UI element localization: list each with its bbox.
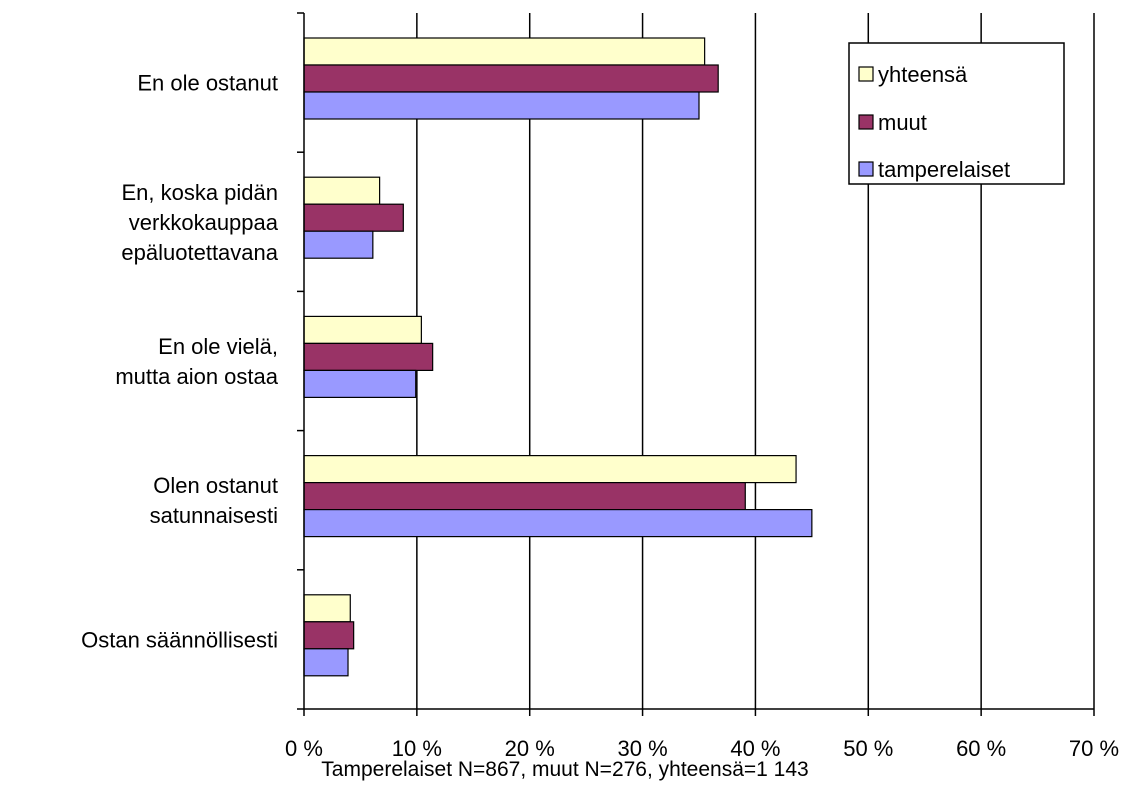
category-label: mutta aion ostaa: [115, 364, 278, 389]
legend-swatch: [858, 66, 874, 82]
category-label: epäluotettavana: [121, 240, 278, 265]
axes: [297, 12, 1095, 716]
category-label: satunnaisesti: [150, 503, 278, 528]
x-tick-label: 40 %: [730, 736, 780, 760]
category-label: En, koska pidän: [121, 180, 278, 205]
bar: [303, 91, 700, 120]
x-tick-label: 30 %: [617, 736, 667, 760]
category-label: En ole vielä,: [158, 334, 278, 359]
legend-label: tamperelaiset: [878, 157, 1010, 182]
bar: [303, 509, 813, 538]
x-tick-label: 50 %: [843, 736, 893, 760]
bar: [303, 37, 706, 66]
legend-label: muut: [878, 110, 927, 135]
bar: [303, 621, 355, 650]
bar: [303, 594, 351, 623]
footnote: Tamperelaiset N=867, muut N=276, yhteens…: [321, 758, 809, 781]
legend-swatch: [858, 161, 874, 177]
legend-box: [848, 42, 1065, 185]
x-tick-labels: 0 % 10 % 20 % 30 % 40 % 50 % 60 % 70 %: [285, 736, 1119, 760]
x-tick-label: 70 %: [1069, 736, 1119, 760]
category-label: Ostan säännöllisesti: [81, 627, 278, 652]
bar: [303, 203, 404, 232]
legend-label: yhteensä: [878, 62, 968, 87]
bar: [303, 176, 381, 205]
legend-swatch: [858, 114, 874, 130]
bar-chart: En ole ostanut En, koska pidän verkkokaupp…: [81, 12, 1119, 760]
bar: [303, 64, 719, 93]
legend: yhteensä muut tamperelaiset: [848, 42, 1065, 185]
x-tick-label: 0 %: [285, 736, 323, 760]
category-label: verkkokauppaa: [129, 210, 279, 235]
x-tick-label: 20 %: [505, 736, 555, 760]
bar: [303, 455, 797, 484]
bar: [303, 315, 422, 344]
bars: [303, 37, 813, 677]
bar: [303, 369, 417, 398]
x-tick-label: 60 %: [956, 736, 1006, 760]
bar: [303, 342, 434, 371]
category-label: Olen ostanut: [153, 473, 278, 498]
bar: [303, 230, 374, 259]
bar: [303, 648, 349, 677]
x-tick-label: 10 %: [392, 736, 442, 760]
category-labels: En ole ostanut En, koska pidän verkkokaupp…: [81, 71, 279, 653]
category-label: En ole ostanut: [137, 71, 278, 96]
bar: [303, 482, 746, 511]
